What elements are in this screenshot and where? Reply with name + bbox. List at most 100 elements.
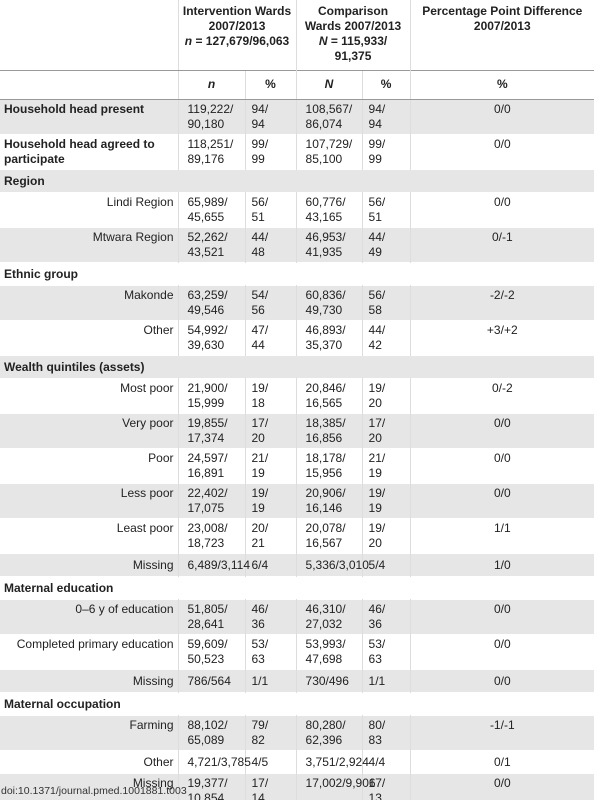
subheader-row: n % N % % — [0, 70, 594, 100]
sub-row: 0–6 y of education 51,805/28,641 46/36 46,3… — [0, 599, 594, 635]
cell: 17/13 — [361, 773, 411, 800]
cell: 0/0 — [409, 634, 594, 670]
row-label: Very poor — [0, 413, 178, 449]
cell: -1/-1 — [409, 715, 594, 751]
cell: 0/0 — [409, 599, 594, 635]
cell: 19/20 — [361, 378, 411, 414]
cell-line: 65,089 — [187, 733, 225, 747]
sub-row: Makonde 63,259/49,546 54/56 60,836/49,730 56… — [0, 285, 594, 321]
cell-line: 43,521 — [187, 245, 225, 259]
sub-row: Least poor 23,008/18,723 20/21 20,078/16,56… — [0, 518, 594, 554]
cell: 19/19 — [244, 483, 297, 519]
cell-line: 62,396 — [305, 733, 343, 747]
cell-line: 51,805/ — [187, 602, 228, 616]
cell-line: 39,630 — [187, 338, 225, 352]
cell-line: 19/ — [368, 521, 386, 535]
cell-line: 53/ — [368, 637, 386, 651]
cell: 99/99 — [361, 134, 411, 170]
cell-line: 46,953/ — [305, 230, 346, 244]
cell-line: 49,546 — [187, 303, 225, 317]
cell-line: 19,377/ — [187, 776, 228, 790]
cell: 47/44 — [244, 320, 297, 356]
cell: 59,609/50,523 — [177, 634, 245, 670]
cell: 5/4 — [361, 553, 411, 577]
cell-line: 51 — [368, 210, 382, 224]
row: Household head agreed to participate 118,… — [0, 134, 594, 170]
cell: 80/83 — [361, 715, 411, 751]
cell-line: 53,993/ — [305, 637, 346, 651]
cell: 56/51 — [244, 192, 297, 228]
cell-line: 58 — [368, 303, 382, 317]
sub-row: Less poor 22,402/17,075 19/19 20,906/16,146… — [0, 483, 594, 519]
row: Maternal occupation — [0, 693, 594, 716]
cell-line: 80/ — [368, 718, 386, 732]
row-label: Region — [0, 169, 594, 193]
cell-line: 20,906/ — [305, 486, 346, 500]
cell-line: 44 — [251, 338, 265, 352]
subheader: N — [295, 70, 363, 100]
cell: 88,102/65,089 — [177, 715, 245, 751]
cell-line: 46,310/ — [305, 602, 346, 616]
cell: 118,251/89,176 — [177, 134, 245, 170]
cell-line: 60,836/ — [305, 288, 346, 302]
cell: 52,262/43,521 — [177, 227, 245, 263]
cell: 18,178/15,956 — [295, 448, 363, 484]
cell-line: 119,222/ — [187, 102, 234, 116]
cell-line: 21/ — [251, 451, 269, 465]
cell: 51,805/28,641 — [177, 599, 245, 635]
cell: 19/20 — [361, 518, 411, 554]
header-row: Intervention Wards 2007/2013 n = 127,679… — [0, 0, 594, 71]
cell: 19,377/10,854 — [177, 773, 245, 800]
cell: 3,751/2,924 — [295, 750, 369, 774]
count-symbol: N — [318, 34, 328, 48]
row: Wealth quintiles (assets) — [0, 355, 594, 379]
cell: 21/19 — [244, 448, 297, 484]
column-count: N = 115,933/ — [301, 34, 406, 49]
cell-line: 42 — [368, 338, 382, 352]
cell-line: 13 — [368, 791, 382, 800]
column-title: Percentage Point Difference 2007/2013 — [422, 4, 583, 33]
row-label: Missing — [0, 553, 178, 577]
cell-line: 19 — [251, 501, 265, 515]
cell-line: 28,641 — [187, 617, 225, 631]
row-label: Missing — [0, 669, 178, 693]
cell: 60,776/43,165 — [295, 192, 363, 228]
cell-line: 20 — [368, 431, 382, 445]
subheader: % — [244, 70, 297, 100]
cell: 0/0 — [409, 413, 594, 449]
cell: 1/1 — [361, 669, 411, 693]
cell: 1/1 — [244, 669, 297, 693]
column-title: Comparison Wards 2007/2013 — [304, 4, 402, 33]
cell: 1/1 — [409, 518, 594, 554]
cell: 6,489/3,114 — [177, 553, 250, 577]
cell: 0/0 — [409, 669, 594, 693]
cell-line: 19/ — [368, 486, 386, 500]
cell: 53/63 — [244, 634, 297, 670]
row-label: Maternal education — [4, 581, 114, 595]
cell-line: 99/ — [368, 137, 386, 151]
cell-line: 16,567 — [305, 536, 343, 550]
cell-line: 17/ — [251, 416, 269, 430]
cell-line: 19 — [251, 466, 265, 480]
cell: 0/0 — [409, 448, 594, 484]
cell-line: 47,698 — [305, 652, 343, 666]
cell: 17/14 — [244, 773, 297, 800]
cell-line: 108,567/ — [305, 102, 353, 116]
cell-line: 21/ — [368, 451, 386, 465]
cell: 20,906/16,146 — [295, 483, 363, 519]
cell: 119,222/90,180 — [177, 99, 245, 135]
cell-line: 44/ — [368, 323, 386, 337]
cell: 17,002/9,906 — [295, 773, 376, 800]
cell-line: 10,854 — [187, 791, 225, 800]
cell-line: 19/ — [251, 381, 269, 395]
cell: 44/42 — [361, 320, 411, 356]
row-label: Other — [143, 323, 174, 337]
cell: 17/20 — [244, 413, 297, 449]
cell: 44/49 — [361, 227, 411, 263]
cell: 56/51 — [361, 192, 411, 228]
cell: 1/0 — [409, 553, 594, 577]
cell-line: 16,891 — [187, 466, 225, 480]
header-cell: Comparison Wards 2007/2013 N = 115,933/ … — [295, 0, 411, 71]
subheader: % — [361, 70, 411, 100]
row-label: Wealth quintiles (assets) — [0, 355, 594, 379]
